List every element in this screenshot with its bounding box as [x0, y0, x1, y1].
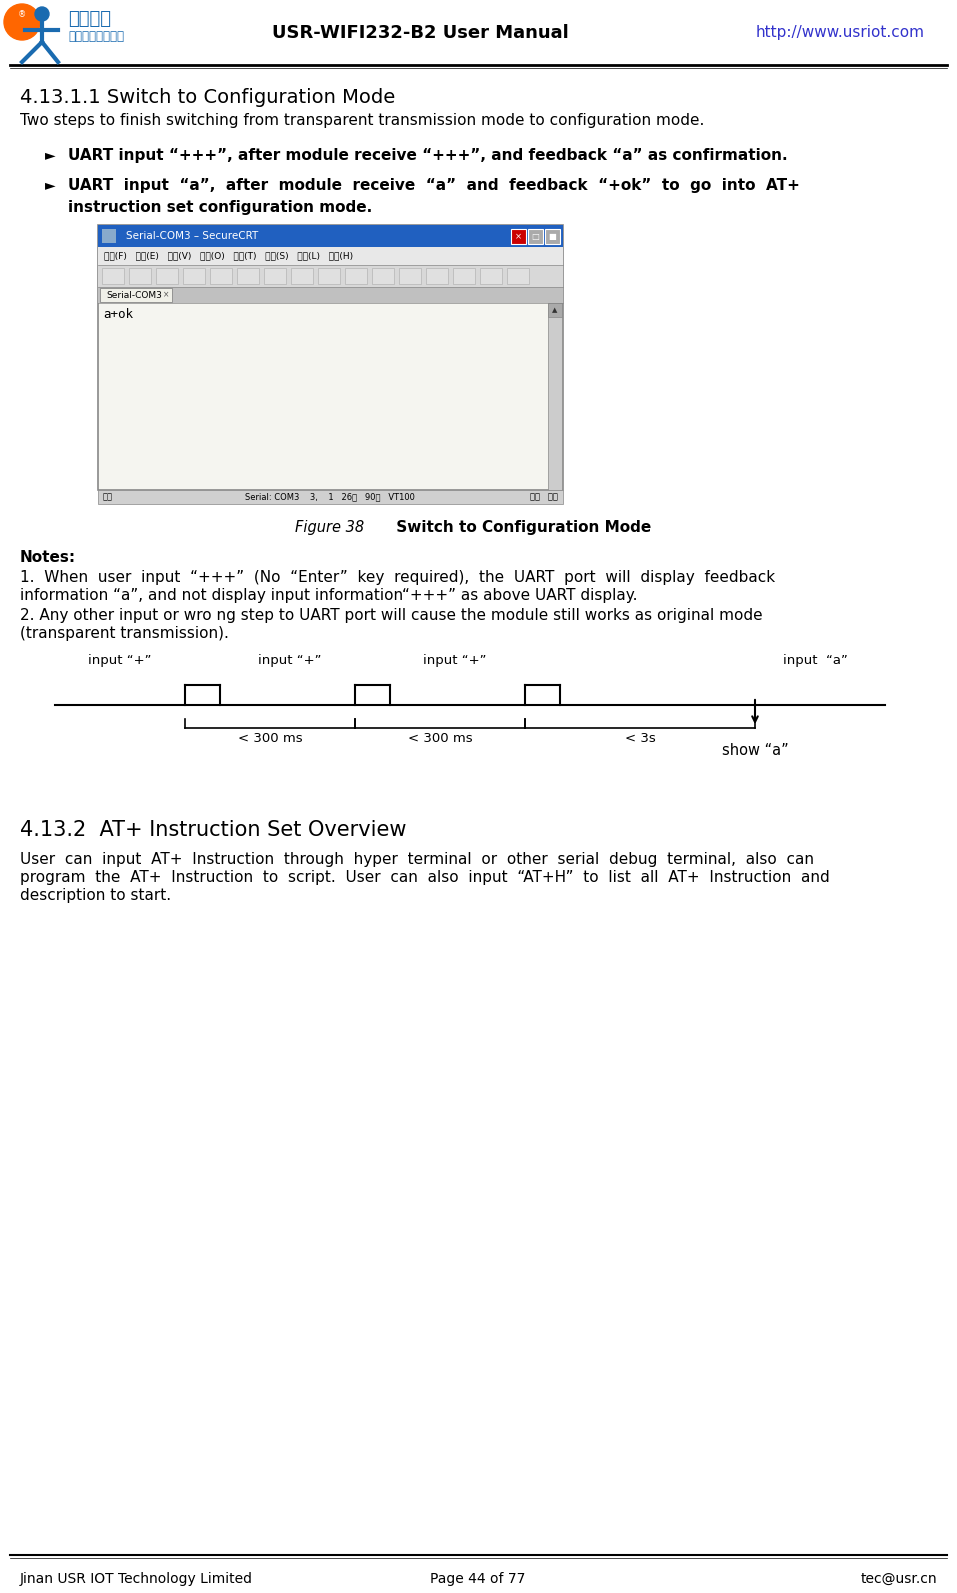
Bar: [511, 229, 526, 244]
Text: 就绪: 就绪: [103, 492, 113, 502]
Bar: [545, 229, 560, 244]
Text: Page 44 of 77: Page 44 of 77: [431, 1572, 525, 1587]
Text: input “+”: input “+”: [423, 655, 487, 667]
Bar: [98, 247, 563, 264]
Text: 1.  When  user  input  “+++”  (No  “Enter”  key  required),  the  UART  port  wi: 1. When user input “+++” (No “Enter” key…: [20, 570, 775, 585]
Text: input  “a”: input “a”: [783, 655, 848, 667]
Text: Serial: COM3    3,    1   26行   90列   VT100: Serial: COM3 3, 1 26行 90列 VT100: [245, 492, 415, 502]
Text: Serial-COM3: Serial-COM3: [106, 290, 162, 299]
Text: 有人科技: 有人科技: [68, 10, 111, 29]
Text: instruction set configuration mode.: instruction set configuration mode.: [68, 201, 372, 215]
Text: UART  input  “a”,  after  module  receive  “a”  and  feedback  “+ok”  to  go  in: UART input “a”, after module receive “a”…: [68, 178, 800, 193]
Bar: [548, 303, 562, 317]
Text: Figure 38: Figure 38: [295, 519, 364, 535]
Bar: [102, 268, 124, 284]
Text: show “a”: show “a”: [722, 742, 789, 758]
Text: ►: ►: [45, 148, 56, 162]
Text: < 300 ms: < 300 ms: [408, 733, 473, 746]
Text: 有人在认真做事！: 有人在认真做事！: [68, 30, 124, 43]
Bar: [102, 229, 116, 244]
Text: description to start.: description to start.: [20, 887, 171, 903]
Bar: [318, 268, 340, 284]
Bar: [264, 268, 286, 284]
Text: ×: ×: [515, 233, 522, 241]
Circle shape: [4, 5, 40, 40]
Text: UART input “+++”, after module receive “+++”, and feedback “a” as confirmation.: UART input “+++”, after module receive “…: [68, 148, 788, 162]
Text: 4.13.1.1 Switch to Configuration Mode: 4.13.1.1 Switch to Configuration Mode: [20, 88, 395, 107]
Bar: [156, 268, 178, 284]
Text: < 3s: < 3s: [625, 733, 656, 746]
Text: ×: ×: [163, 290, 169, 299]
Text: ®: ®: [18, 11, 26, 19]
Bar: [453, 268, 475, 284]
Bar: [129, 268, 151, 284]
Bar: [100, 288, 172, 303]
Text: 2. Any other input or wro ng step to UART port will cause the module still works: 2. Any other input or wro ng step to UAR…: [20, 609, 763, 623]
Text: input “+”: input “+”: [258, 655, 322, 667]
Bar: [98, 225, 563, 491]
Bar: [426, 268, 448, 284]
Bar: [372, 268, 394, 284]
Bar: [98, 225, 563, 247]
Text: 大写   数字: 大写 数字: [530, 492, 558, 502]
Bar: [507, 268, 529, 284]
Text: 文件(F)   编辑(E)   查看(V)   选项(O)   传输(T)   脚本(S)   工具(L)   帮助(H): 文件(F) 编辑(E) 查看(V) 选项(O) 传输(T) 脚本(S) 工具(L…: [104, 252, 353, 261]
Text: Jinan USR IOT Technology Limited: Jinan USR IOT Technology Limited: [20, 1572, 253, 1587]
Text: Two steps to finish switching from transparent transmission mode to configuratio: Two steps to finish switching from trans…: [20, 113, 704, 127]
Bar: [548, 303, 562, 491]
Bar: [480, 268, 502, 284]
Text: □: □: [531, 233, 540, 241]
Bar: [528, 229, 543, 244]
Text: a+ok: a+ok: [103, 307, 133, 322]
Bar: [183, 268, 205, 284]
Text: Switch to Configuration Mode: Switch to Configuration Mode: [370, 519, 652, 535]
Text: information “a”, and not display input information“+++” as above UART display.: information “a”, and not display input i…: [20, 588, 637, 604]
Text: http://www.usriot.com: http://www.usriot.com: [755, 25, 924, 40]
Bar: [98, 264, 563, 287]
Text: User  can  input  AT+  Instruction  through  hyper  terminal  or  other  serial : User can input AT+ Instruction through h…: [20, 852, 814, 867]
Text: 4.13.2  AT+ Instruction Set Overview: 4.13.2 AT+ Instruction Set Overview: [20, 820, 407, 840]
Text: ►: ►: [45, 178, 56, 193]
Bar: [399, 268, 421, 284]
Text: Notes:: Notes:: [20, 550, 77, 566]
Text: < 300 ms: < 300 ms: [237, 733, 302, 746]
Text: tec@usr.cn: tec@usr.cn: [860, 1572, 937, 1587]
Text: USR-WIFI232-B2 User Manual: USR-WIFI232-B2 User Manual: [272, 24, 568, 41]
Bar: [345, 268, 367, 284]
Bar: [291, 268, 313, 284]
Text: ■: ■: [548, 233, 556, 241]
Bar: [98, 491, 563, 503]
Bar: [98, 287, 563, 303]
Text: (transparent transmission).: (transparent transmission).: [20, 626, 229, 640]
Bar: [210, 268, 232, 284]
Text: input “+”: input “+”: [88, 655, 152, 667]
Text: Serial-COM3 – SecureCRT: Serial-COM3 – SecureCRT: [126, 231, 258, 241]
Text: ▲: ▲: [552, 307, 558, 312]
Text: program  the  AT+  Instruction  to  script.  User  can  also  input  “AT+H”  to : program the AT+ Instruction to script. U…: [20, 870, 830, 886]
Circle shape: [35, 6, 49, 21]
Bar: [237, 268, 259, 284]
